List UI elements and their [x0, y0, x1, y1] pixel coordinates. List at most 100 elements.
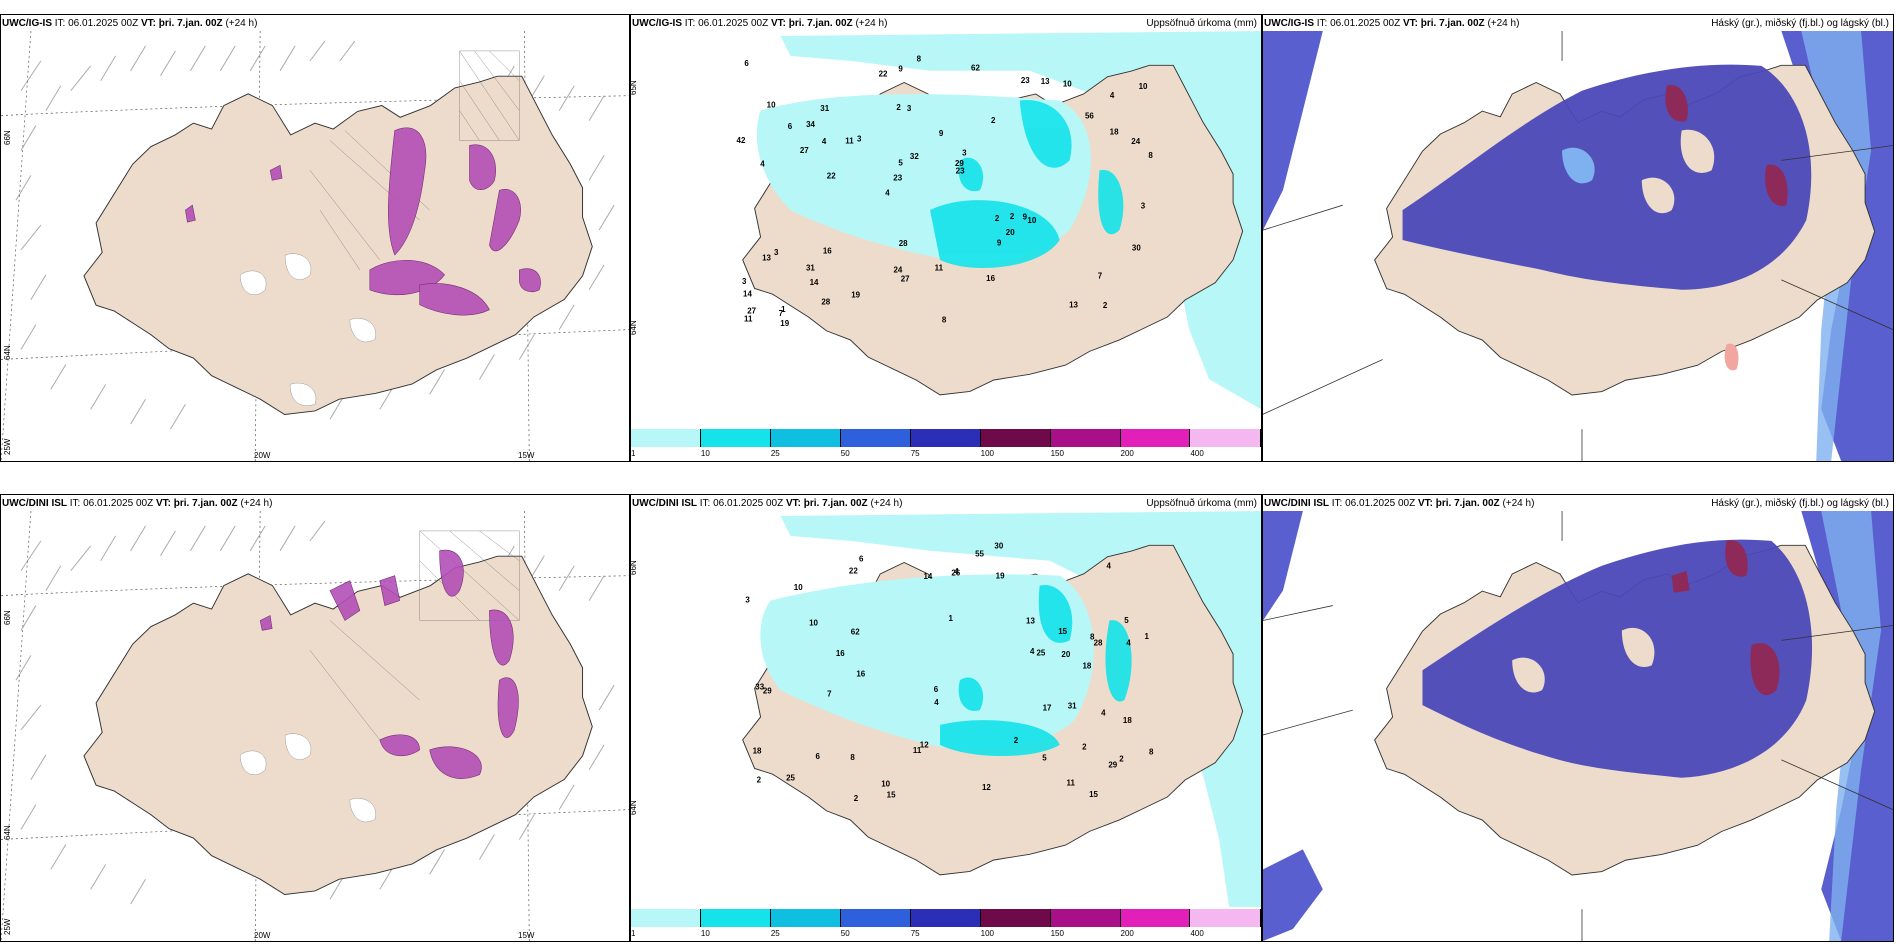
colorbar-swatch	[980, 429, 1051, 447]
precip-value-label: 4	[760, 160, 765, 169]
precip-value-label: 4	[1126, 639, 1131, 648]
precip-value-label: 3	[857, 134, 862, 143]
precip-value-label: 3	[962, 148, 967, 157]
panel-header: UWC/IG-IS IT: 06.01.2025 00Z VT: þri. 7.…	[2, 18, 258, 29]
precip-value-label: 56	[1085, 111, 1094, 120]
colorbar-tick: 75	[910, 449, 920, 458]
precip-value-label: 18	[753, 746, 762, 755]
precip-value-label: 2	[757, 775, 762, 784]
cloud-map	[1263, 511, 1893, 941]
precip-value-label: 5	[1124, 616, 1129, 625]
precip-value-label: 6	[788, 122, 793, 131]
precip-value-label: 55	[975, 549, 984, 558]
snow-area	[388, 127, 427, 256]
precip-value-label: 19	[780, 319, 789, 328]
colorbar-swatch	[1050, 909, 1121, 927]
colorbar-swatch	[840, 429, 911, 447]
colorbar-tick: 75	[910, 929, 920, 938]
precip-value-label: 23	[893, 174, 902, 183]
precip-value-label: 27	[800, 146, 809, 155]
precip-value-label: 10	[1063, 80, 1072, 89]
colorbar-tick: 100	[980, 929, 994, 938]
precip-value-label: 28	[899, 239, 908, 248]
colorbar-tick: 100	[980, 449, 994, 458]
precip-value-label: 10	[1139, 82, 1148, 91]
panel-dini-wind: UWC/DINI ISL IT: 06.01.2025 00Z VT: þri.…	[0, 494, 630, 942]
precip-value-label: 9	[939, 129, 944, 138]
panel-dini-precip: UWC/DINI ISL IT: 06.01.2025 00Z VT: þri.…	[630, 494, 1262, 942]
colorbar-swatch	[1120, 429, 1191, 447]
precip-value-label: 3	[907, 104, 912, 113]
colorbar-swatch	[1190, 429, 1261, 447]
precip-value-label: 16	[856, 669, 865, 678]
precip-value-label: 9	[1023, 212, 1028, 221]
lon-25-label: 25W	[3, 918, 12, 935]
precip-value-label: 4	[954, 567, 959, 576]
precip-value-label: 8	[1148, 151, 1153, 160]
precip-value-label: 14	[743, 289, 752, 298]
precip-value-label: 27	[901, 275, 910, 284]
precip-value-label: 13	[1041, 77, 1050, 86]
precip-colorbar: 1 10 25 50 75 100 150 200 400	[631, 429, 1261, 459]
precip-value-label: 3	[1141, 202, 1146, 211]
colorbar-tick: 10	[700, 449, 710, 458]
precip-colorbar: 1 10 25 50 75 100 150 200 400	[631, 909, 1261, 939]
precip-value-label: 34	[806, 120, 815, 129]
precip-value-label: 16	[986, 274, 995, 283]
precip-value-label: 30	[1132, 244, 1141, 253]
colorbar-swatch	[631, 909, 701, 927]
precip-value-label: 11	[1067, 778, 1076, 787]
precip-value-label: 3	[745, 596, 750, 605]
precip-value-label: 11	[845, 136, 854, 145]
precip-value-label: 11	[913, 746, 922, 755]
colorbar-tick: 1	[631, 449, 636, 458]
panel-header: UWC/DINI ISL IT: 06.01.2025 00Z VT: þri.…	[2, 498, 273, 509]
precip-value-label: 1	[781, 305, 786, 314]
lat-66-label: 66N	[3, 130, 12, 145]
colorbar-tick: 10	[700, 929, 710, 938]
colorbar-tick: 50	[840, 449, 850, 458]
precip-value-label: 20	[1006, 228, 1015, 237]
precip-value-label: 18	[1082, 662, 1091, 671]
precip-value-label: 2	[1119, 755, 1124, 764]
precip-value-label: 42	[737, 136, 746, 145]
panel-header: UWC/IG-IS IT: 06.01.2025 00Z VT: þri. 7.…	[1264, 18, 1889, 29]
precip-value-label: 4	[934, 698, 939, 707]
colorbar-tick: 50	[840, 929, 850, 938]
precip-value-label: 15	[887, 790, 896, 799]
precip-value-label: 22	[879, 70, 888, 79]
colorbar-swatch	[910, 909, 981, 927]
precip-value-label: 13	[762, 254, 771, 263]
precip-value-label: 4	[1101, 709, 1106, 718]
precip-value-label: 15	[1089, 790, 1098, 799]
colorbar-swatch	[840, 909, 911, 927]
precip-value-label: 29	[763, 687, 772, 696]
colorbar-swatch	[631, 429, 701, 447]
precip-value-label: 10	[809, 618, 818, 627]
precip-value-label: 10	[1027, 216, 1036, 225]
lat-65-label: 65N	[630, 80, 638, 95]
precip-value-label: 26	[951, 568, 960, 577]
precip-value-label: 2	[991, 116, 996, 125]
precip-value-label: 7	[779, 309, 784, 318]
precip-value-label: 62	[971, 64, 980, 73]
lon-25-label: 25W	[3, 438, 12, 455]
precip-value-label: 29	[955, 159, 964, 168]
precip-value-label: 13	[1026, 617, 1035, 626]
lon-15-label: 15W	[518, 451, 535, 460]
precip-value-label: 18	[1110, 128, 1119, 137]
lat-64-label: 64N	[630, 800, 638, 815]
precip-value-label: 27	[747, 307, 756, 316]
precip-value-label: 31	[820, 104, 829, 113]
colorbar-tick: 25	[770, 929, 780, 938]
precip-value-label: 20	[1061, 650, 1070, 659]
colorbar-swatch	[1120, 909, 1191, 927]
precip-value-label: 29	[1108, 761, 1117, 770]
precip-value-label: 4	[1030, 647, 1035, 656]
precip-value-label: 8	[917, 54, 922, 63]
precip-value-label: 5	[898, 158, 903, 167]
colorbar-tick: 200	[1120, 449, 1134, 458]
colorbar-swatch	[1190, 909, 1261, 927]
colorbar-tick: 400	[1190, 449, 1204, 458]
colorbar-swatch	[1050, 429, 1121, 447]
